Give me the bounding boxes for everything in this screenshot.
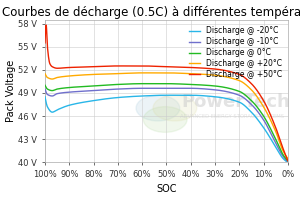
Legend: Discharge @ -20°C, Discharge @ -10°C, Discharge @ 0°C, Discharge @ +20°C, Discha: Discharge @ -20°C, Discharge @ -10°C, Di… <box>187 25 284 81</box>
Discharge @ -20°C <box>279 155 283 157</box>
Text: PowerTech: PowerTech <box>181 93 290 111</box>
Circle shape <box>143 107 187 132</box>
Discharge @ -20°C <box>279 154 283 157</box>
Discharge @ +50°C <box>155 65 158 68</box>
Discharge @ +50°C <box>279 141 283 143</box>
Discharge @ -10°C <box>279 151 283 154</box>
Discharge @ -20°C <box>286 161 290 163</box>
Discharge @ -20°C <box>165 94 168 96</box>
Discharge @ +50°C <box>161 65 165 68</box>
Line: Discharge @ +50°C: Discharge @ +50°C <box>45 25 288 161</box>
Discharge @ +20°C <box>161 72 165 74</box>
Discharge @ 0°C <box>279 150 283 152</box>
Discharge @ -20°C <box>155 94 158 97</box>
Discharge @ -10°C <box>235 93 238 95</box>
Discharge @ +20°C <box>279 144 283 147</box>
Title: Courbes de décharge (0.5C) à différentes températures: Courbes de décharge (0.5C) à différentes… <box>2 6 300 19</box>
Discharge @ -20°C <box>161 94 165 96</box>
Circle shape <box>153 95 197 121</box>
Discharge @ 0°C <box>161 82 165 85</box>
Discharge @ +50°C <box>56 67 59 69</box>
Discharge @ -10°C <box>286 160 290 163</box>
Discharge @ 0°C <box>235 89 238 92</box>
Line: Discharge @ +20°C: Discharge @ +20°C <box>45 73 288 158</box>
Line: Discharge @ -20°C: Discharge @ -20°C <box>45 95 288 162</box>
Discharge @ -10°C <box>161 87 165 89</box>
Discharge @ +50°C <box>43 42 47 44</box>
Discharge @ +50°C <box>286 160 290 162</box>
Discharge @ 0°C <box>140 82 144 85</box>
Discharge @ -20°C <box>56 109 59 111</box>
Discharge @ 0°C <box>56 88 59 90</box>
Y-axis label: Pack Voltage: Pack Voltage <box>6 60 16 122</box>
Discharge @ -10°C <box>279 152 283 154</box>
Discharge @ -10°C <box>155 87 158 89</box>
Discharge @ +20°C <box>235 78 238 81</box>
Discharge @ 0°C <box>43 84 47 86</box>
Discharge @ 0°C <box>279 149 283 152</box>
Discharge @ -10°C <box>43 88 47 90</box>
Discharge @ +50°C <box>235 72 238 75</box>
Line: Discharge @ -10°C: Discharge @ -10°C <box>45 88 288 161</box>
Discharge @ 0°C <box>286 160 290 162</box>
Discharge @ +20°C <box>140 72 144 74</box>
Discharge @ +20°C <box>279 145 283 147</box>
Discharge @ -20°C <box>43 96 47 98</box>
Discharge @ -10°C <box>140 87 144 89</box>
Discharge @ +50°C <box>279 141 283 144</box>
Discharge @ +50°C <box>44 24 48 26</box>
Discharge @ +20°C <box>155 72 158 74</box>
Discharge @ +20°C <box>43 72 47 75</box>
Discharge @ +20°C <box>286 157 290 160</box>
Circle shape <box>136 95 180 121</box>
Discharge @ -20°C <box>235 100 238 102</box>
Discharge @ 0°C <box>155 82 158 85</box>
Discharge @ -10°C <box>56 92 59 95</box>
X-axis label: SOC: SOC <box>156 184 177 194</box>
Text: ADVANCED ENERGY STORAGE SYSTEMS: ADVANCED ENERGY STORAGE SYSTEMS <box>180 114 284 119</box>
Line: Discharge @ 0°C: Discharge @ 0°C <box>45 84 288 161</box>
Discharge @ +20°C <box>56 76 59 79</box>
